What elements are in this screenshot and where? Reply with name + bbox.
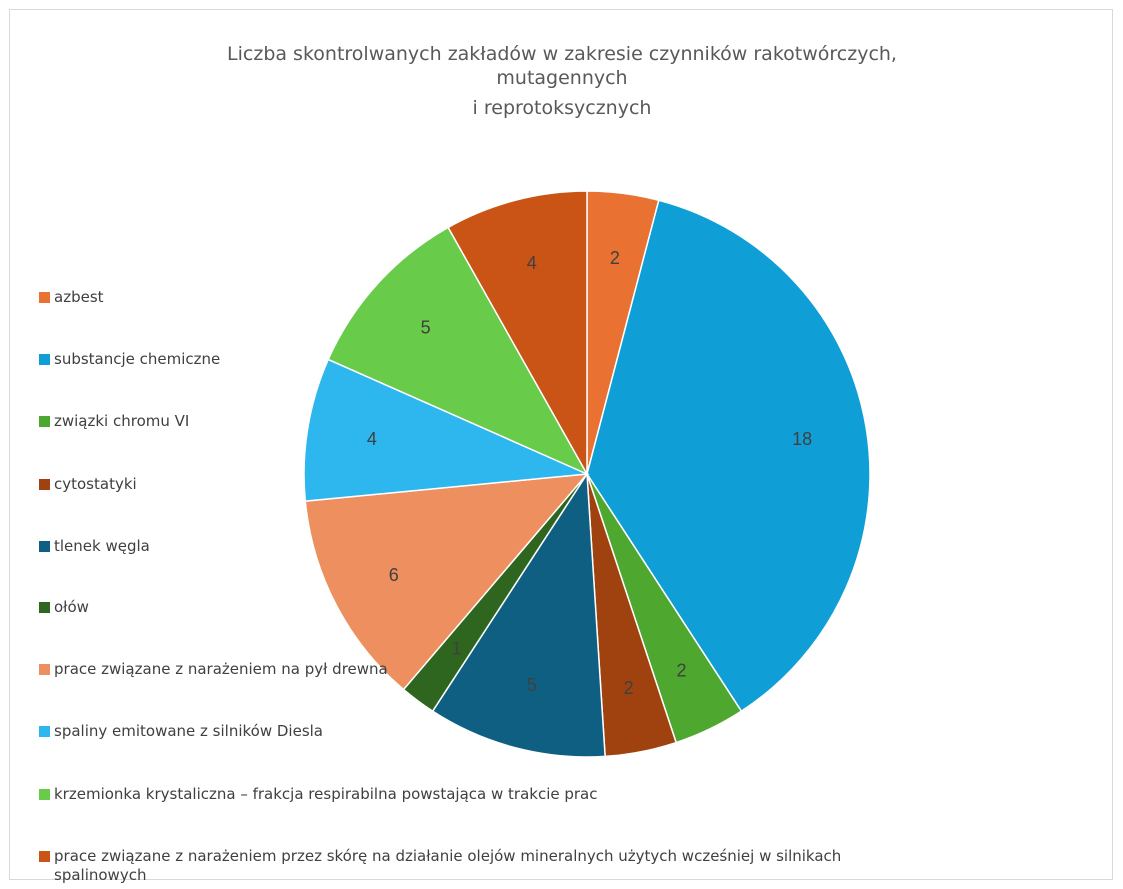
data-label-6: 1 <box>452 639 462 659</box>
legend-item-3: związki chromu VI <box>39 412 189 431</box>
legend-label-10: prace związane z narażeniem przez skórę … <box>54 847 842 884</box>
legend-item-5: tlenek węgla <box>39 537 150 556</box>
data-label-4: 2 <box>624 678 634 698</box>
legend-label-7: prace związane z narażeniem na pył drewn… <box>54 660 388 678</box>
legend-item-6: ołów <box>39 598 89 617</box>
data-label-5: 5 <box>527 675 537 695</box>
legend-swatch-4 <box>39 479 50 490</box>
data-label-8: 4 <box>367 429 377 449</box>
legend-item-7: prace związane z narażeniem na pył drewn… <box>39 660 388 679</box>
legend-label-9: krzemionka krystaliczna – frakcja respir… <box>54 785 598 803</box>
pie-slice-7 <box>304 473 589 691</box>
data-label-1: 2 <box>610 248 620 268</box>
legend-label-8: spaliny emitowane z silników Diesla <box>54 722 323 740</box>
legend-label-6: ołów <box>54 598 89 616</box>
data-label-7: 6 <box>389 565 399 585</box>
pie-slice-8 <box>303 358 590 502</box>
legend-swatch-3 <box>39 416 50 427</box>
data-label-10: 4 <box>527 253 537 273</box>
pie-slice-5 <box>431 471 606 758</box>
chart-title-line-2: mutagennych <box>496 67 628 89</box>
legend-item-1: azbest <box>39 288 104 307</box>
legend-swatch-2 <box>39 354 50 365</box>
legend-label-2: substancje chemiczne <box>54 350 221 368</box>
legend-swatch-8 <box>39 726 50 737</box>
legend-item-2: substancje chemiczne <box>39 350 220 369</box>
data-label-3: 2 <box>677 660 687 680</box>
pie-slice-2 <box>586 199 871 713</box>
legend-item-8: spaliny emitowane z silników Diesla <box>39 722 323 741</box>
legend-swatch-7 <box>39 664 50 675</box>
legend-item-4: cytostatyki <box>39 475 137 494</box>
legend-label-1: azbest <box>54 288 104 306</box>
chart-title-line-3: i reprotoksycznych <box>472 97 652 119</box>
legend-swatch-10 <box>39 851 50 862</box>
legend-item-10: prace związane z narażeniem przez skórę … <box>39 847 854 885</box>
pie-slice-10 <box>447 190 588 477</box>
legend-swatch-5 <box>39 541 50 552</box>
legend-swatch-1 <box>39 292 50 303</box>
legend-swatch-9 <box>39 789 50 800</box>
data-label-9: 5 <box>421 317 431 337</box>
chart-title-line-1: Liczba skontrolwanych zakładów w zakresi… <box>227 43 897 65</box>
data-label-2: 18 <box>792 429 812 449</box>
legend-swatch-6 <box>39 602 50 613</box>
legend-label-3: związki chromu VI <box>54 412 190 430</box>
pie-slice-9 <box>327 226 589 476</box>
legend-label-5: tlenek węgla <box>54 537 150 555</box>
legend-label-4: cytostatyki <box>54 475 137 493</box>
legend-item-9: krzemionka krystaliczna – frakcja respir… <box>39 785 598 804</box>
